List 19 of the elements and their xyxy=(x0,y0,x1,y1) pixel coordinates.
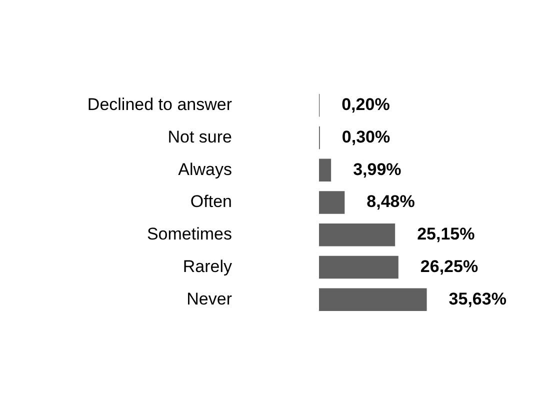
y-tick-label: Declined to answer xyxy=(87,95,232,114)
bar xyxy=(319,224,396,246)
data-label: 25,15% xyxy=(417,224,475,244)
y-tick-label: Never xyxy=(186,289,232,308)
data-label: 0,30% xyxy=(342,127,390,146)
bar xyxy=(319,191,345,214)
y-tick-label: Often xyxy=(190,192,232,212)
y-tick-label: Sometimes xyxy=(146,224,232,244)
data-label: 0,20% xyxy=(342,95,390,114)
bar xyxy=(319,256,398,279)
data-label: 26,25% xyxy=(420,256,478,276)
data-label: 35,63% xyxy=(448,289,506,308)
y-tick-label: Rarely xyxy=(182,256,232,276)
y-tick-label: Not sure xyxy=(168,127,232,146)
bar xyxy=(319,288,427,311)
data-label: 8,48% xyxy=(366,192,415,212)
data-label: 3,99% xyxy=(353,160,402,179)
y-tick-label: Always xyxy=(178,160,232,179)
bar xyxy=(319,158,332,182)
